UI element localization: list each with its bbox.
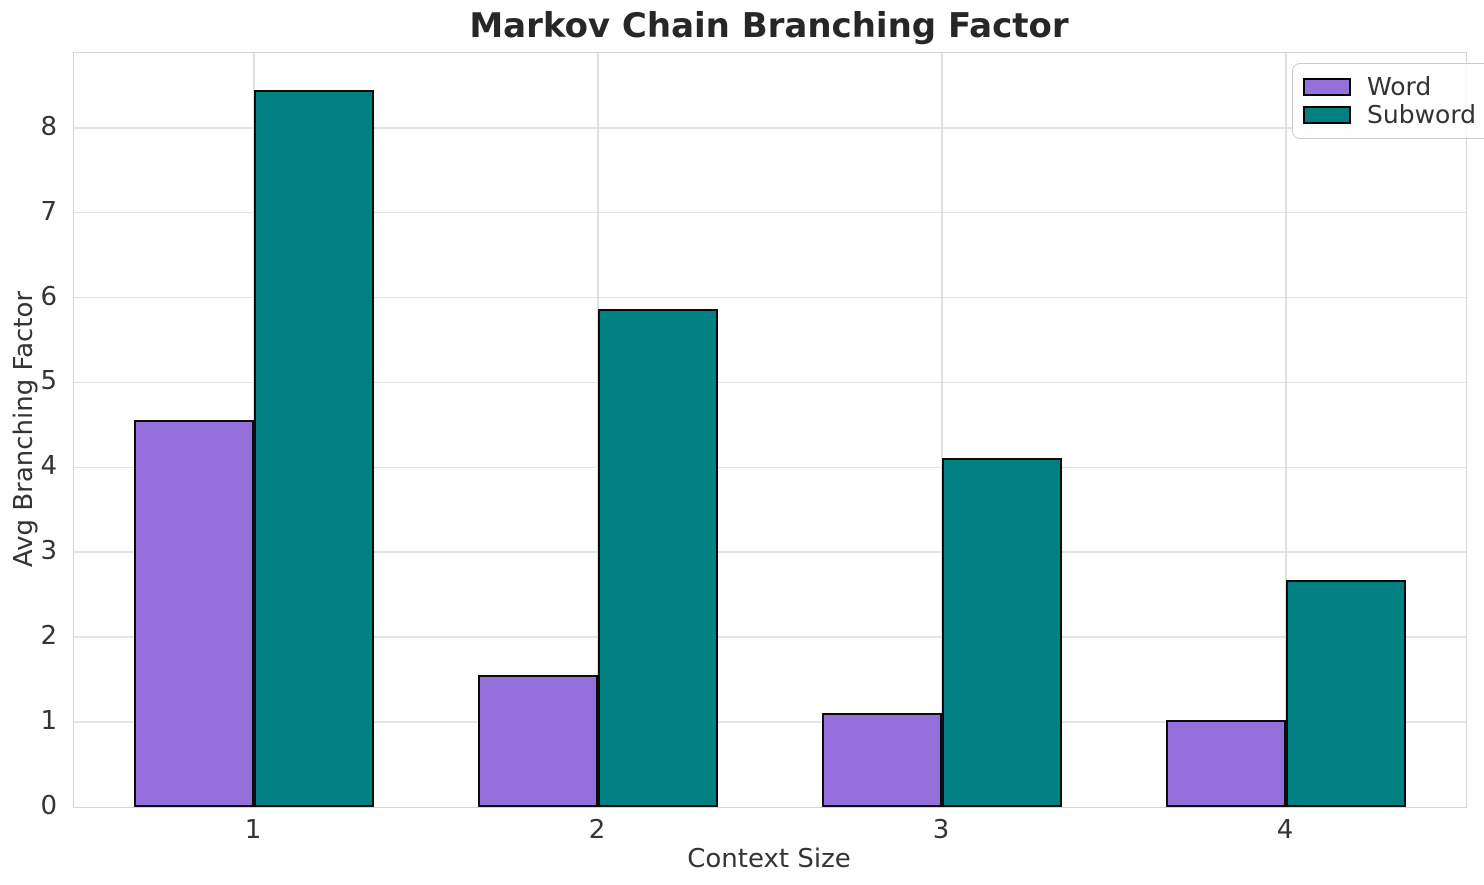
bar-subword-2 [597, 308, 718, 807]
bar-word-3 [822, 712, 942, 807]
gridline-horizontal [74, 126, 1466, 129]
y-tick-label: 3 [40, 536, 57, 567]
gridline-vertical [1285, 53, 1287, 807]
legend-item-word: Word [1303, 74, 1476, 100]
x-tick-label: 1 [244, 815, 262, 845]
bar-word-4 [1166, 719, 1286, 807]
gridline-horizontal [74, 551, 1466, 554]
legend-label: Word [1367, 72, 1432, 101]
gridline-vertical [941, 53, 943, 807]
x-tick-label: 3 [932, 815, 950, 845]
bar-subword-1 [253, 89, 374, 807]
gridline-horizontal [74, 636, 1466, 638]
legend-item-subword: Subword [1303, 102, 1476, 128]
y-tick-label: 4 [40, 451, 57, 482]
gridline-horizontal [74, 381, 1466, 384]
x-tick-label: 4 [1276, 815, 1294, 845]
legend: Word Subword [1292, 63, 1484, 139]
gridline-horizontal [74, 296, 1466, 299]
word-swatch-icon [1303, 78, 1351, 96]
bar-subword-4 [1286, 580, 1406, 807]
bar-subword-3 [942, 458, 1062, 807]
y-tick-label: 5 [40, 366, 57, 397]
y-tick-label: 8 [40, 111, 57, 142]
bar-word-2 [477, 675, 598, 807]
gridline-horizontal [74, 466, 1466, 469]
x-axis-label: Context Size [687, 844, 851, 874]
chart-title: Markov Chain Branching Factor [469, 6, 1069, 46]
y-tick-label: 2 [40, 621, 57, 652]
gridline-horizontal [74, 211, 1466, 214]
legend-label: Subword [1367, 100, 1477, 129]
y-tick-label: 6 [40, 281, 57, 312]
y-tick-label: 7 [40, 196, 57, 227]
y-axis-label: Avg Branching Factor [9, 290, 39, 568]
gridline-horizontal [74, 721, 1466, 723]
y-tick-label: 0 [40, 791, 57, 821]
plot-area [73, 52, 1467, 808]
x-tick-label: 2 [588, 815, 606, 845]
bar-word-1 [133, 419, 254, 807]
subword-swatch-icon [1303, 106, 1351, 124]
y-tick-label: 1 [40, 706, 57, 737]
